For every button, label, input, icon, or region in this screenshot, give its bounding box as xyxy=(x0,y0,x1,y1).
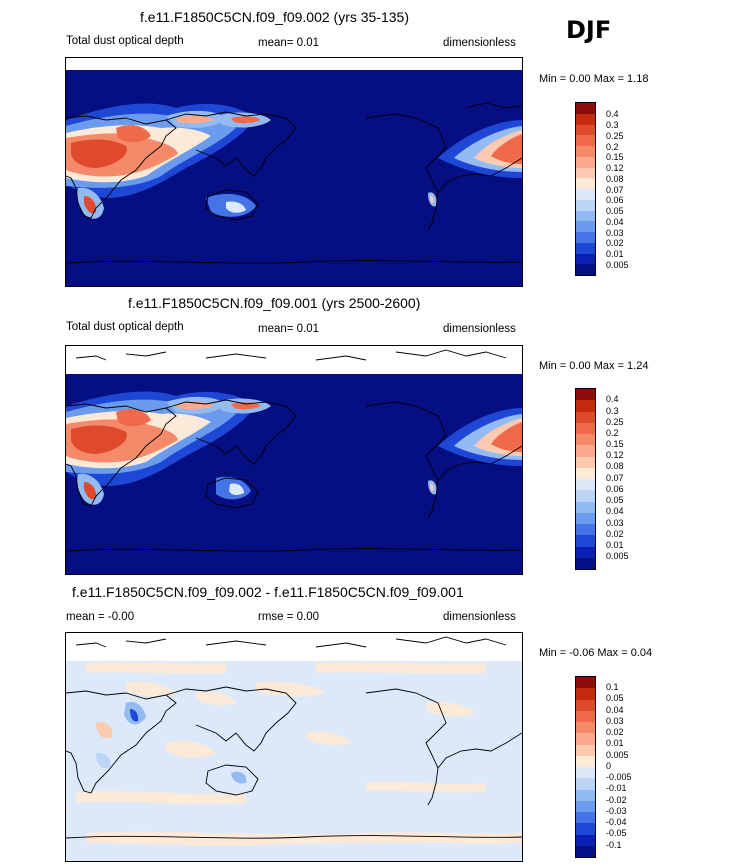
colorbar-tick-label: 0.04 xyxy=(606,705,624,715)
colorbar-tick-label: 0.01 xyxy=(606,738,624,748)
panel-3-rmse-label: rmse = 0.00 xyxy=(258,611,320,623)
panel-1-map xyxy=(65,57,523,287)
panel-3-min-max: Min = -0.06 Max = 0.04 xyxy=(539,647,653,659)
panel-2-min-max: Min = 0.00 Max = 1.24 xyxy=(539,360,649,372)
colorbar-tick-label: 0.05 xyxy=(606,206,624,216)
colorbar-tick-label: 0.3 xyxy=(606,406,619,416)
colorbar-tick-label: 0.01 xyxy=(606,249,624,259)
colorbar-tick-label: 0.03 xyxy=(606,228,624,238)
panel-2-units-label: dimensionless xyxy=(443,323,516,335)
colorbar-tick-label: 0.005 xyxy=(606,260,629,270)
panel-2-colorbar xyxy=(575,388,596,570)
panel-1-colorbar xyxy=(575,102,596,276)
colorbar-tick-label: 0.02 xyxy=(606,238,624,248)
colorbar-tick-label: 0.01 xyxy=(606,540,624,550)
colorbar-tick-label: -0.03 xyxy=(606,806,627,816)
coastlines xyxy=(66,636,522,839)
panel-2-variable-label: Total dust optical depth xyxy=(66,321,184,333)
panel-2-title: f.e11.F1850C5CN.f09_f09.001 (yrs 2500-26… xyxy=(128,295,421,311)
colorbar-tick-label: -0.02 xyxy=(606,795,627,805)
colorbar-tick-label: 0.07 xyxy=(606,473,624,483)
colorbar-tick-label: 0.1 xyxy=(606,682,619,692)
colorbar-tick-label: 0.25 xyxy=(606,131,624,141)
panel-3-mean-label: mean = -0.00 xyxy=(66,611,135,623)
colorbar-tick-label: 0.005 xyxy=(606,750,629,760)
colorbar-tick-label: 0.4 xyxy=(606,394,619,404)
panel-1-mean-label: mean= 0.01 xyxy=(258,37,320,49)
colorbar-tick-label: 0.05 xyxy=(606,693,624,703)
colorbar-tick-label: 0.15 xyxy=(606,152,624,162)
colorbar-tick-label: 0.06 xyxy=(606,195,624,205)
season-label: DJF xyxy=(566,16,612,44)
panel-1-variable-label: Total dust optical depth xyxy=(66,35,184,47)
coastlines xyxy=(66,102,522,264)
colorbar-tick-label: 0.07 xyxy=(606,185,624,195)
panel-2-mean-label: mean= 0.01 xyxy=(258,323,320,335)
colorbar-tick-label: 0.3 xyxy=(606,120,619,130)
panel-3-map xyxy=(65,632,523,862)
colorbar-tick-label: 0.08 xyxy=(606,461,624,471)
panel-3-title: f.e11.F1850C5CN.f09_f09.002 - f.e11.F185… xyxy=(72,584,464,600)
panel-3-units-label: dimensionless xyxy=(443,611,516,623)
colorbar-tick-label: 0.04 xyxy=(606,217,624,227)
panel-1-title: f.e11.F1850C5CN.f09_f09.002 (yrs 35-135) xyxy=(140,9,410,25)
colorbar-tick-label: 0.05 xyxy=(606,495,624,505)
colorbar-tick-label: 0.06 xyxy=(606,484,624,494)
panel-1-min-max: Min = 0.00 Max = 1.18 xyxy=(539,73,649,85)
colorbar-tick-label: -0.005 xyxy=(606,772,632,782)
colorbar-tick-label: 0.04 xyxy=(606,506,624,516)
colorbar-tick-label: 0.12 xyxy=(606,450,624,460)
colorbar-tick-label: 0.03 xyxy=(606,716,624,726)
panel-2-map xyxy=(65,345,523,575)
panel-3-colorbar xyxy=(575,676,596,858)
colorbar-tick-label: 0.02 xyxy=(606,727,624,737)
colorbar-tick-label: -0.01 xyxy=(606,783,627,793)
colorbar-tick-label: 0.4 xyxy=(606,109,619,119)
difference-field-layer xyxy=(76,662,522,846)
colorbar-tick-label: 0.08 xyxy=(606,174,624,184)
colorbar-tick-label: 0.15 xyxy=(606,439,624,449)
colorbar-tick-label: 0.2 xyxy=(606,428,619,438)
coastlines xyxy=(66,349,522,552)
colorbar-tick-label: 0.2 xyxy=(606,142,619,152)
colorbar-tick-label: 0.005 xyxy=(606,551,629,561)
colorbar-tick-label: -0.04 xyxy=(606,817,627,827)
colorbar-tick-label: -0.05 xyxy=(606,828,627,838)
panel-1-units-label: dimensionless xyxy=(443,37,516,49)
colorbar-tick-label: 0.02 xyxy=(606,529,624,539)
colorbar-tick-label: 0.03 xyxy=(606,518,624,528)
colorbar-tick-label: 0 xyxy=(606,761,612,771)
colorbar-tick-label: 0.12 xyxy=(606,163,624,173)
colorbar-tick-label: 0.25 xyxy=(606,417,624,427)
colorbar-tick-label: -0.1 xyxy=(606,840,622,850)
